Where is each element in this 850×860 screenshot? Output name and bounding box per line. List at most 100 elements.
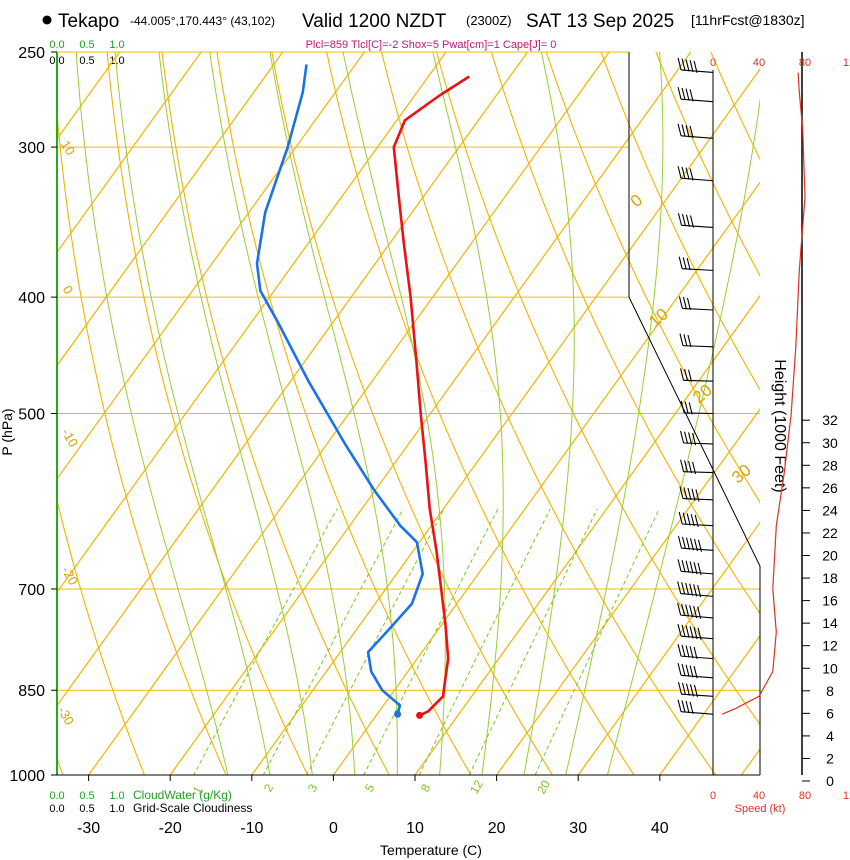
dry-adiabat-line (57, 108, 227, 775)
wind-barb-flag (684, 460, 689, 473)
pressure-tick-label: 1000 (9, 768, 45, 785)
forecast-hour: [11hrFcst@1830z] (691, 12, 805, 28)
wind-barb-flag (677, 643, 682, 657)
moist-adiabat-line (209, 52, 356, 775)
moist-adiabat-label: 30 (728, 460, 755, 487)
wind-barb-flag (689, 538, 695, 551)
wind-barb-flag (685, 167, 690, 180)
wind-barb-flag (692, 433, 697, 446)
wind-barb-flag (685, 604, 690, 617)
wind-speed-profile (721, 72, 806, 715)
height-tick-label: 10 (822, 660, 838, 676)
wind-barb-flag (685, 683, 691, 696)
temperature-axis: -30 -20 -10 0 10 20 30 40 (77, 775, 669, 837)
wind-barb-flag (684, 368, 689, 382)
wind-barb-flag (694, 514, 699, 528)
dry-adiabat-line (161, 52, 390, 775)
temperature-tick-label: -20 (159, 820, 182, 837)
temperature-tick-label: 40 (651, 820, 669, 837)
wind-barb-flag (685, 701, 690, 714)
dry-adiabat-line (655, 52, 760, 277)
height-tick-label: 4 (826, 728, 834, 744)
speed-tick-label-bottom: 40 (753, 790, 765, 802)
wind-barb-flag (685, 59, 690, 72)
utc-time: (2300Z) (466, 13, 512, 28)
wind-barb-flag (689, 646, 694, 659)
isotherm-line (659, 634, 760, 775)
wind-barb-staff (682, 307, 714, 311)
pressure-tick-label: 250 (18, 45, 45, 62)
wind-barb-staff (681, 224, 714, 229)
wind-barb (677, 213, 714, 229)
dry-adiabat-line (106, 52, 309, 775)
height-tick-label: 2 (826, 750, 834, 766)
moist-adiabat-line (158, 52, 313, 775)
speed-tick-label-top: 80 (799, 57, 811, 69)
height-tick-label: 0 (826, 773, 834, 789)
wind-barb-flag (693, 626, 698, 640)
wind-barb (677, 166, 714, 182)
wind-barb-flag (693, 584, 698, 597)
mixing-ratio-label: 5 (362, 781, 378, 794)
wind-barb-flag (677, 663, 682, 676)
mixing-ratio-line (193, 508, 338, 775)
speed-axis-label: Speed (kt) (735, 803, 786, 815)
wind-barb-flag (681, 700, 686, 713)
wind-barb-flag (697, 627, 702, 640)
wind-barb-staff (681, 135, 714, 139)
dry-adiabat-label: -20 (59, 564, 81, 588)
dry-adiabat-label: 10 (58, 138, 78, 158)
wind-barb-flag (677, 536, 683, 549)
mixing-ratio-line (306, 508, 445, 775)
wind-barb-flag (681, 582, 686, 595)
wind-barb-staff (684, 412, 714, 415)
isotherm-line (332, 181, 760, 775)
isotherm-line (57, 52, 284, 367)
cloudwater-tick-top: 0.5 (79, 39, 94, 51)
height-tick-label: 18 (822, 570, 838, 586)
wind-barb-flag (685, 625, 690, 638)
wind-barb-staff (683, 442, 714, 445)
cloudiness-tick-bottom: 0.0 (49, 803, 64, 815)
wind-barb-flag (686, 257, 691, 271)
dry-adiabat-line (600, 52, 760, 391)
wind-barb (677, 602, 714, 619)
pressure-tick-label: 400 (18, 290, 45, 307)
mixing-ratio-label: 20 (534, 777, 553, 796)
pressure-tick-label: 700 (18, 582, 45, 599)
wind-barb-flag (680, 459, 685, 472)
dry-adiabat-line (326, 52, 635, 775)
cloudwater-tick-top: 1.0 (109, 39, 124, 51)
cloudiness-tick-top: 1.0 (109, 55, 124, 67)
wind-barb-flag (686, 297, 691, 311)
wind-barb-flag (677, 559, 682, 572)
wind-barb-flag (693, 538, 699, 552)
wind-barb-flag (689, 168, 694, 181)
isotherm-line (57, 52, 366, 480)
wind-barb-flag (677, 213, 683, 226)
wind-barb-flag (678, 511, 683, 525)
background-lines (57, 52, 760, 775)
wind-barb-flag (681, 603, 686, 616)
wind-barb-flag (677, 682, 683, 695)
wind-barb-flag (680, 368, 685, 381)
wind-barb-staff (681, 711, 714, 715)
wind-barb-flag (677, 699, 682, 712)
isotherm-line (495, 408, 760, 775)
wind-barb-flag (681, 166, 686, 180)
wind-barb-flag (685, 645, 690, 658)
moist-adiabat-line (75, 52, 229, 775)
wind-barb-flag (692, 461, 697, 474)
wind-barb (679, 486, 714, 502)
dry-adiabat-line (545, 52, 760, 504)
isotherm-line (57, 52, 529, 707)
wind-barb-flag (689, 684, 695, 697)
dewpoint-line (255, 64, 424, 715)
dry-adiabat-line (381, 52, 717, 775)
mixing-ratio-line (468, 508, 598, 775)
wind-barb-flag (693, 562, 698, 575)
height-tick-label: 22 (822, 525, 838, 541)
height-tick-label: 20 (822, 548, 838, 564)
height-tick-label: 26 (822, 480, 838, 496)
